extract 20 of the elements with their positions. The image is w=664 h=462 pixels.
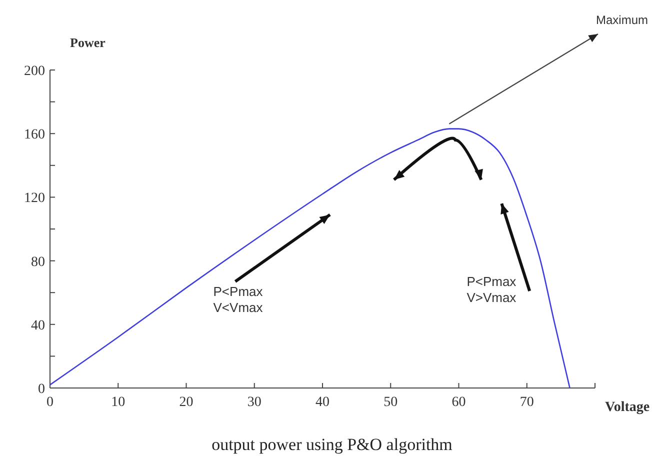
x-tick-label: 70 bbox=[520, 395, 534, 410]
x-tick-label: 30 bbox=[247, 395, 262, 410]
y-tick-label: 0 bbox=[38, 382, 45, 397]
x-axis-title: Voltage bbox=[605, 400, 650, 415]
y-tick-label: 120 bbox=[24, 191, 45, 206]
text: output power using P&O algorithm bbox=[212, 435, 452, 454]
x-tick-label: 60 bbox=[452, 395, 466, 410]
y-tick-label: 80 bbox=[31, 254, 45, 270]
y-tick-label: 40 bbox=[31, 318, 45, 334]
y-axis-title: Power bbox=[70, 35, 106, 50]
x-tick-label: 50 bbox=[384, 395, 398, 410]
line-series bbox=[49, 128, 570, 389]
annotation: P<Pmax V>Vmax bbox=[466, 274, 517, 306]
x-tick-label: 40 bbox=[316, 395, 330, 410]
x-tick-label: 20 bbox=[179, 395, 194, 410]
annotation: P<Pmax V<Vmax bbox=[213, 284, 264, 315]
y-tick-label: 160 bbox=[24, 128, 45, 143]
x-tick-label: 10 bbox=[111, 395, 126, 410]
y-tick-label: 200 bbox=[24, 64, 45, 79]
annotation: Maximum bbox=[596, 13, 648, 27]
